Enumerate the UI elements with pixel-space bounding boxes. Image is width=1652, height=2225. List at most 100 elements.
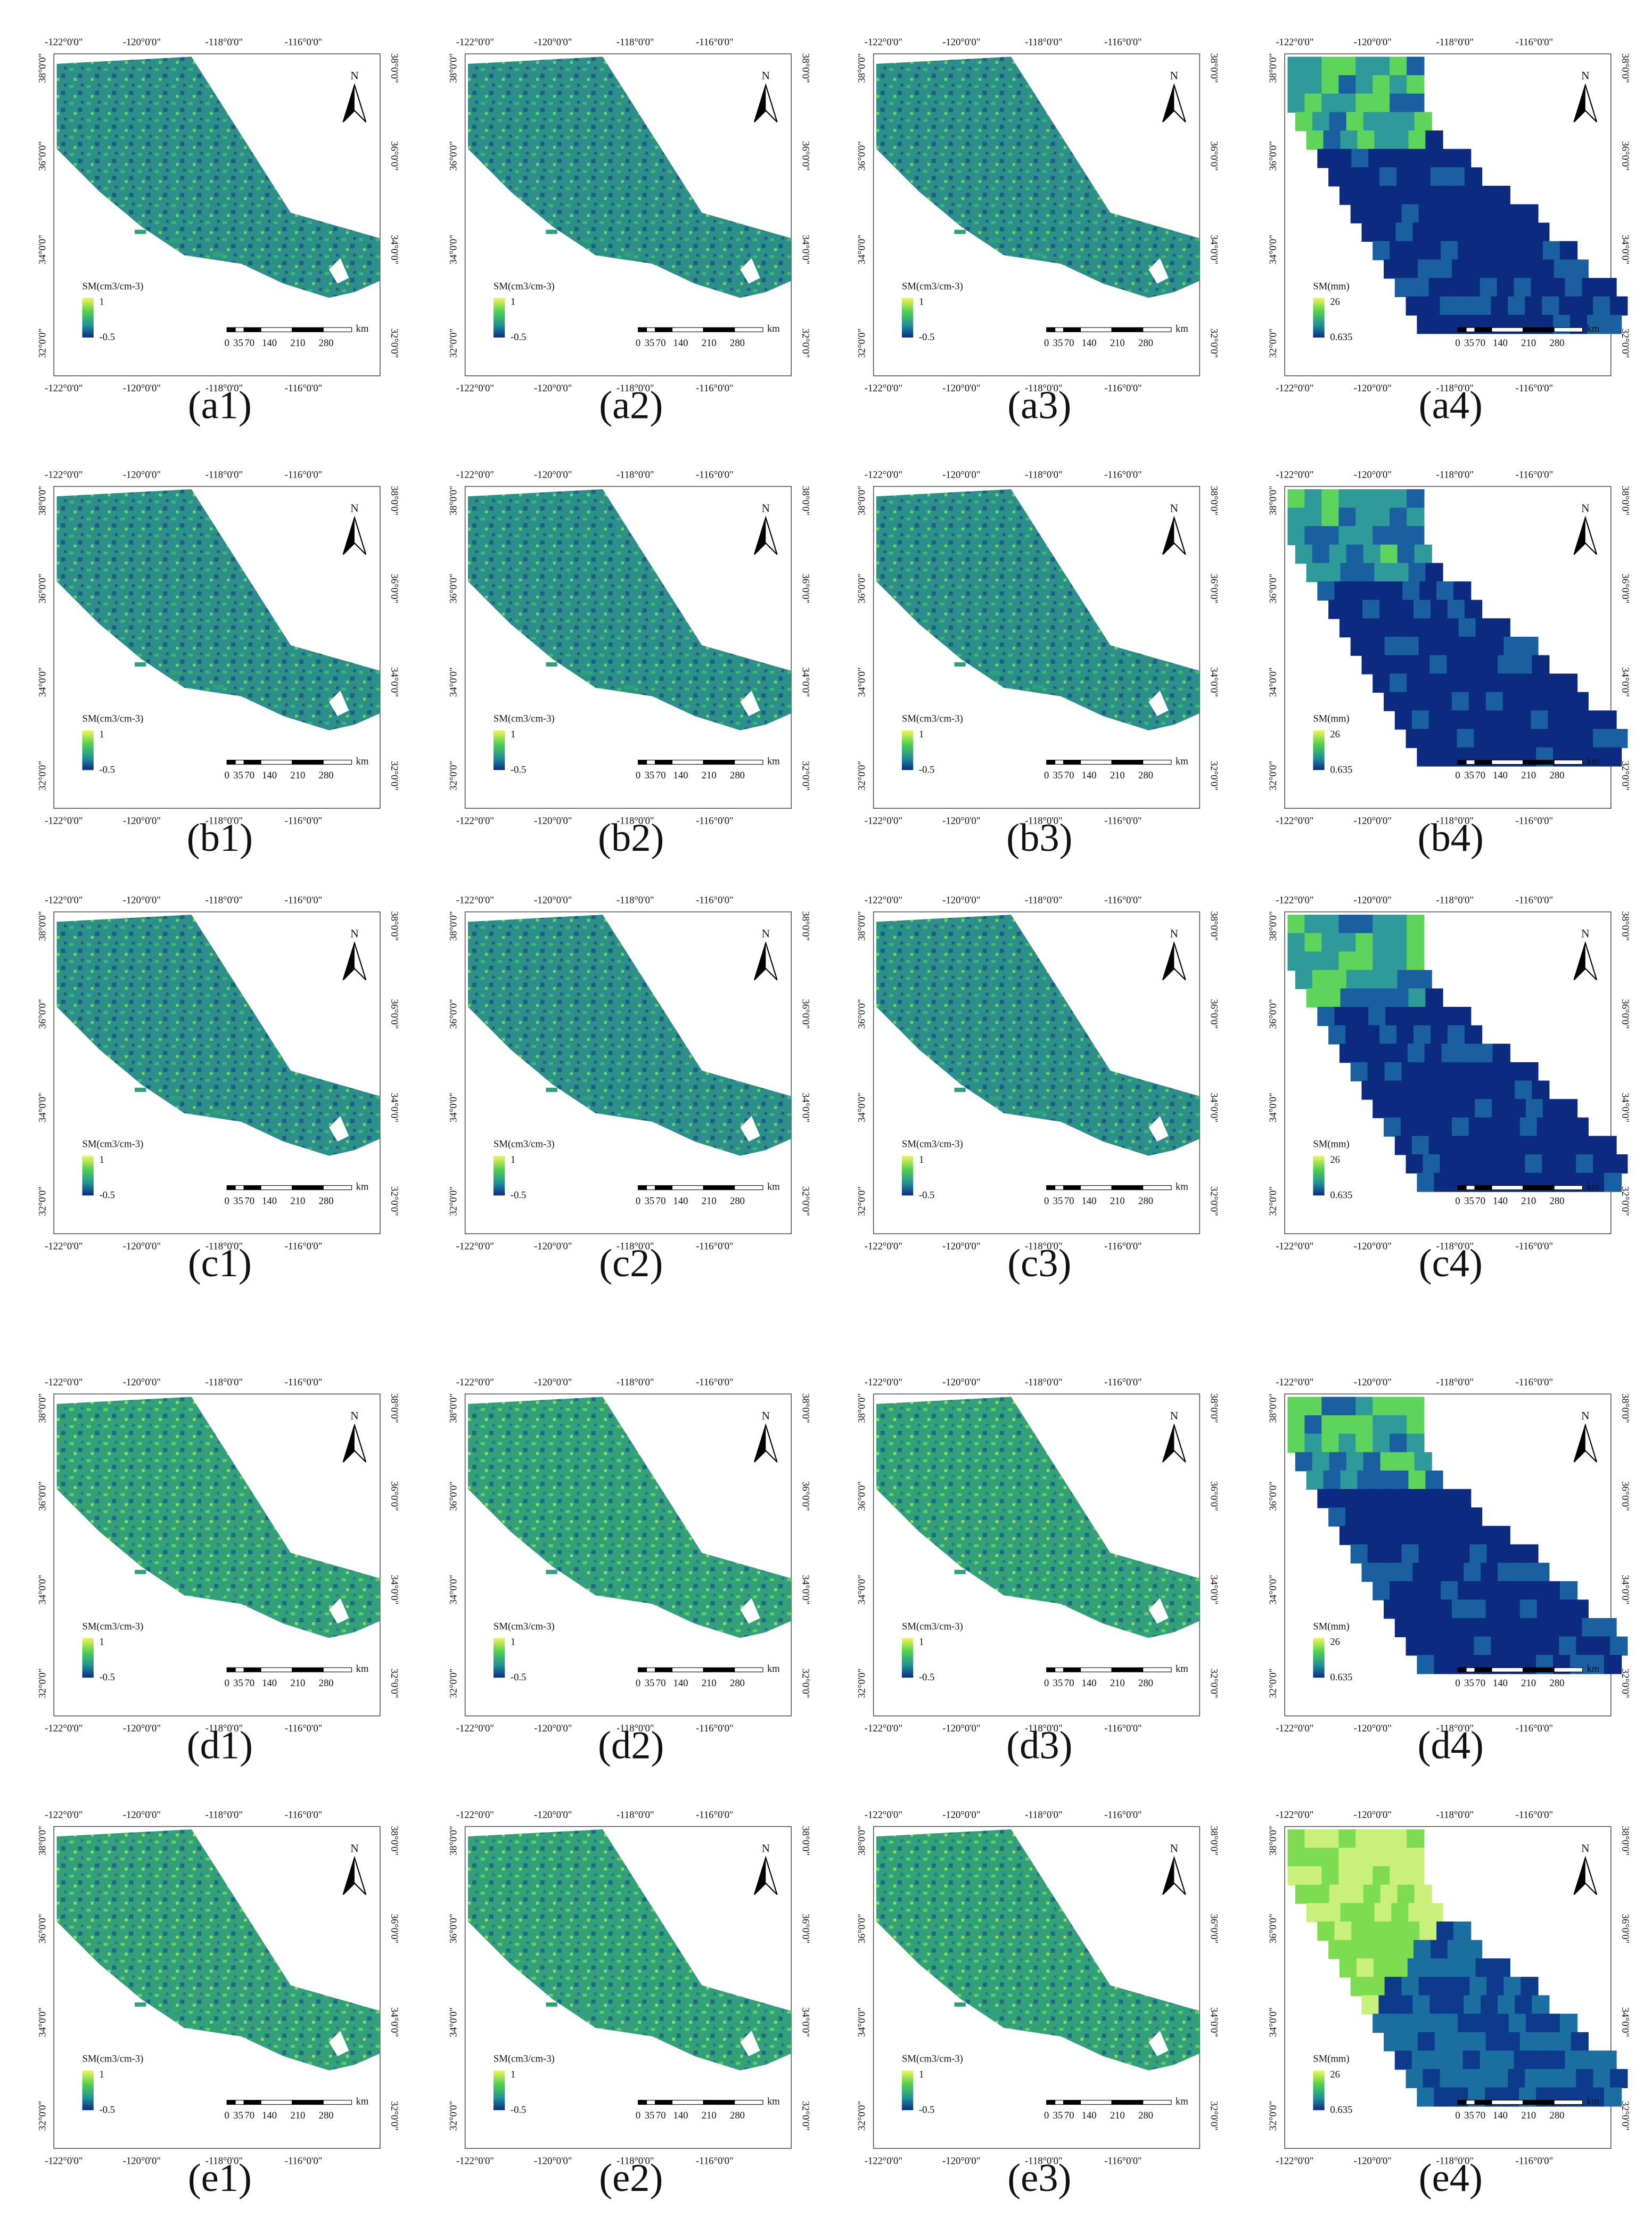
- lon-label-bottom: -120°0'0": [123, 2155, 161, 2166]
- scale-label: 210: [702, 1195, 717, 1206]
- lat-label-right: 34°0'0": [389, 667, 400, 697]
- grid-cell: [1338, 1433, 1357, 1453]
- map-area: [56, 1829, 380, 2071]
- legend-title: SM(mm): [1313, 2054, 1349, 2065]
- scale-label: 280: [1550, 1678, 1565, 1689]
- grid-cell: [1345, 1940, 1363, 1959]
- lon-label-top: -116°0'0": [1104, 37, 1141, 48]
- lon-label-top: -122°0'0": [1276, 1377, 1313, 1388]
- grid-cell: [1425, 563, 1443, 582]
- grid-cell: [1519, 259, 1538, 279]
- grid-cell: [1384, 1062, 1402, 1081]
- lon-label-top: -116°0'0": [1516, 470, 1553, 481]
- lake: [740, 691, 760, 717]
- scale-label: 35: [645, 338, 655, 349]
- legend-title: SM(cm3/cm-3): [83, 1139, 144, 1150]
- lon-label-top: -120°0'0": [123, 1810, 161, 1821]
- grid-cell: [1351, 1922, 1369, 1941]
- lat-label-left: 32°0'0": [37, 761, 48, 791]
- grid-cell: [1508, 1154, 1526, 1174]
- lat-label-left: 32°0'0": [448, 761, 459, 791]
- lat-label-right: 34°0'0": [1620, 1575, 1631, 1605]
- scale-segment: [1523, 760, 1555, 765]
- grid-cell: [1458, 618, 1476, 638]
- legend-max: 1: [919, 1154, 924, 1165]
- scale-label: 140: [1082, 1678, 1097, 1689]
- scale-segment: [1055, 327, 1064, 332]
- scale-label: 280: [319, 2110, 334, 2121]
- lon-label-bottom: -116°0'0": [1516, 1241, 1553, 1252]
- grid-cell: [1363, 970, 1381, 989]
- grid-cell: [1497, 710, 1515, 730]
- legend-min: -0.5: [511, 332, 526, 343]
- scale-segment: [323, 760, 352, 765]
- grid-cell: [1321, 1866, 1339, 1886]
- lon-label-bottom: -116°0'0": [696, 1241, 733, 1252]
- grid-cell: [1356, 1044, 1375, 1063]
- grid-cell: [1306, 1903, 1324, 1923]
- lat-label-left: 34°0'0": [1268, 1093, 1279, 1122]
- lat-label-right: 38°0'0": [1620, 1826, 1631, 1855]
- scale-label: 35: [233, 1678, 243, 1689]
- grid-cell: [1362, 1507, 1380, 1527]
- island: [1032, 1592, 1044, 1597]
- lon-label-top: -118°0'0": [1025, 895, 1062, 906]
- grid-cell: [1334, 581, 1352, 601]
- lat-label-right: 32°0'0": [389, 1186, 400, 1216]
- grid-cell: [1402, 1489, 1420, 1508]
- lat-label-left: 36°0'0": [857, 1914, 868, 1943]
- grid-cell: [1345, 1025, 1363, 1045]
- map-panel: -122°0'0"-122°0'0"-120°0'0"-120°0'0"-118…: [448, 895, 811, 1285]
- grid-cell: [1321, 933, 1339, 953]
- scale-label: 35: [1464, 770, 1474, 781]
- map-area: [876, 1829, 1200, 2071]
- map-panel: -122°0'0"-122°0'0"-120°0'0"-120°0'0"-118…: [1268, 1377, 1631, 1767]
- grid-cell: [1599, 710, 1617, 730]
- legend-min: -0.5: [99, 2105, 114, 2116]
- scale-segment: [226, 760, 236, 765]
- grid-cell: [1304, 1829, 1322, 1849]
- lon-label-bottom: -120°0'0": [1354, 383, 1392, 394]
- grid-cell: [1356, 185, 1375, 205]
- grid-cell: [1441, 1525, 1460, 1545]
- scale-segment: [671, 1185, 704, 1191]
- grid-cell: [1436, 1007, 1454, 1027]
- island: [546, 1570, 557, 1574]
- panel-caption: (e3): [1007, 2156, 1071, 2200]
- grid-cell: [1436, 149, 1454, 168]
- grid-cell: [1531, 710, 1549, 730]
- grid-cell: [1559, 729, 1577, 748]
- scale-label: 0: [1455, 1678, 1460, 1689]
- grid-cell: [1447, 167, 1466, 187]
- lat-label-right: 32°0'0": [389, 2101, 400, 2131]
- grid-cell: [1368, 1007, 1386, 1027]
- scale-segment: [1111, 1667, 1144, 1672]
- grid-cell: [1610, 2069, 1628, 2088]
- scale-segment: [1554, 1667, 1583, 1672]
- grid-cell: [1407, 1958, 1426, 1978]
- lat-label-right: 38°0'0": [1209, 911, 1220, 941]
- grid-cell: [1346, 1452, 1365, 1472]
- grid-cell: [1396, 1025, 1415, 1045]
- island: [990, 2010, 1001, 2015]
- grid-cell: [1373, 1044, 1392, 1063]
- scale-label: 70: [1064, 1678, 1074, 1689]
- scale-segment: [1080, 327, 1112, 332]
- lon-label-top: -122°0'0": [456, 1377, 494, 1388]
- lat-label-right: 32°0'0": [1620, 329, 1631, 358]
- lat-label-right: 34°0'0": [800, 1093, 811, 1122]
- lon-label-top: -122°0'0": [456, 470, 494, 481]
- lat-label-left: 38°0'0": [448, 1826, 459, 1855]
- grid-cell: [1384, 259, 1402, 279]
- scale-segment: [655, 327, 673, 332]
- lat-label-right: 38°0'0": [800, 486, 811, 515]
- grid-cell: [1321, 914, 1339, 934]
- grid-cell: [1390, 507, 1408, 527]
- lon-label-top: -120°0'0": [1354, 1377, 1392, 1388]
- grid-cell: [1457, 296, 1475, 316]
- lon-label-bottom: -118°0'0": [1025, 383, 1062, 394]
- scale-segment: [646, 1185, 656, 1191]
- grid-cell: [1430, 600, 1449, 619]
- scale-segment: [1143, 2100, 1172, 2105]
- lon-label-bottom: -122°0'0": [1276, 2155, 1313, 2166]
